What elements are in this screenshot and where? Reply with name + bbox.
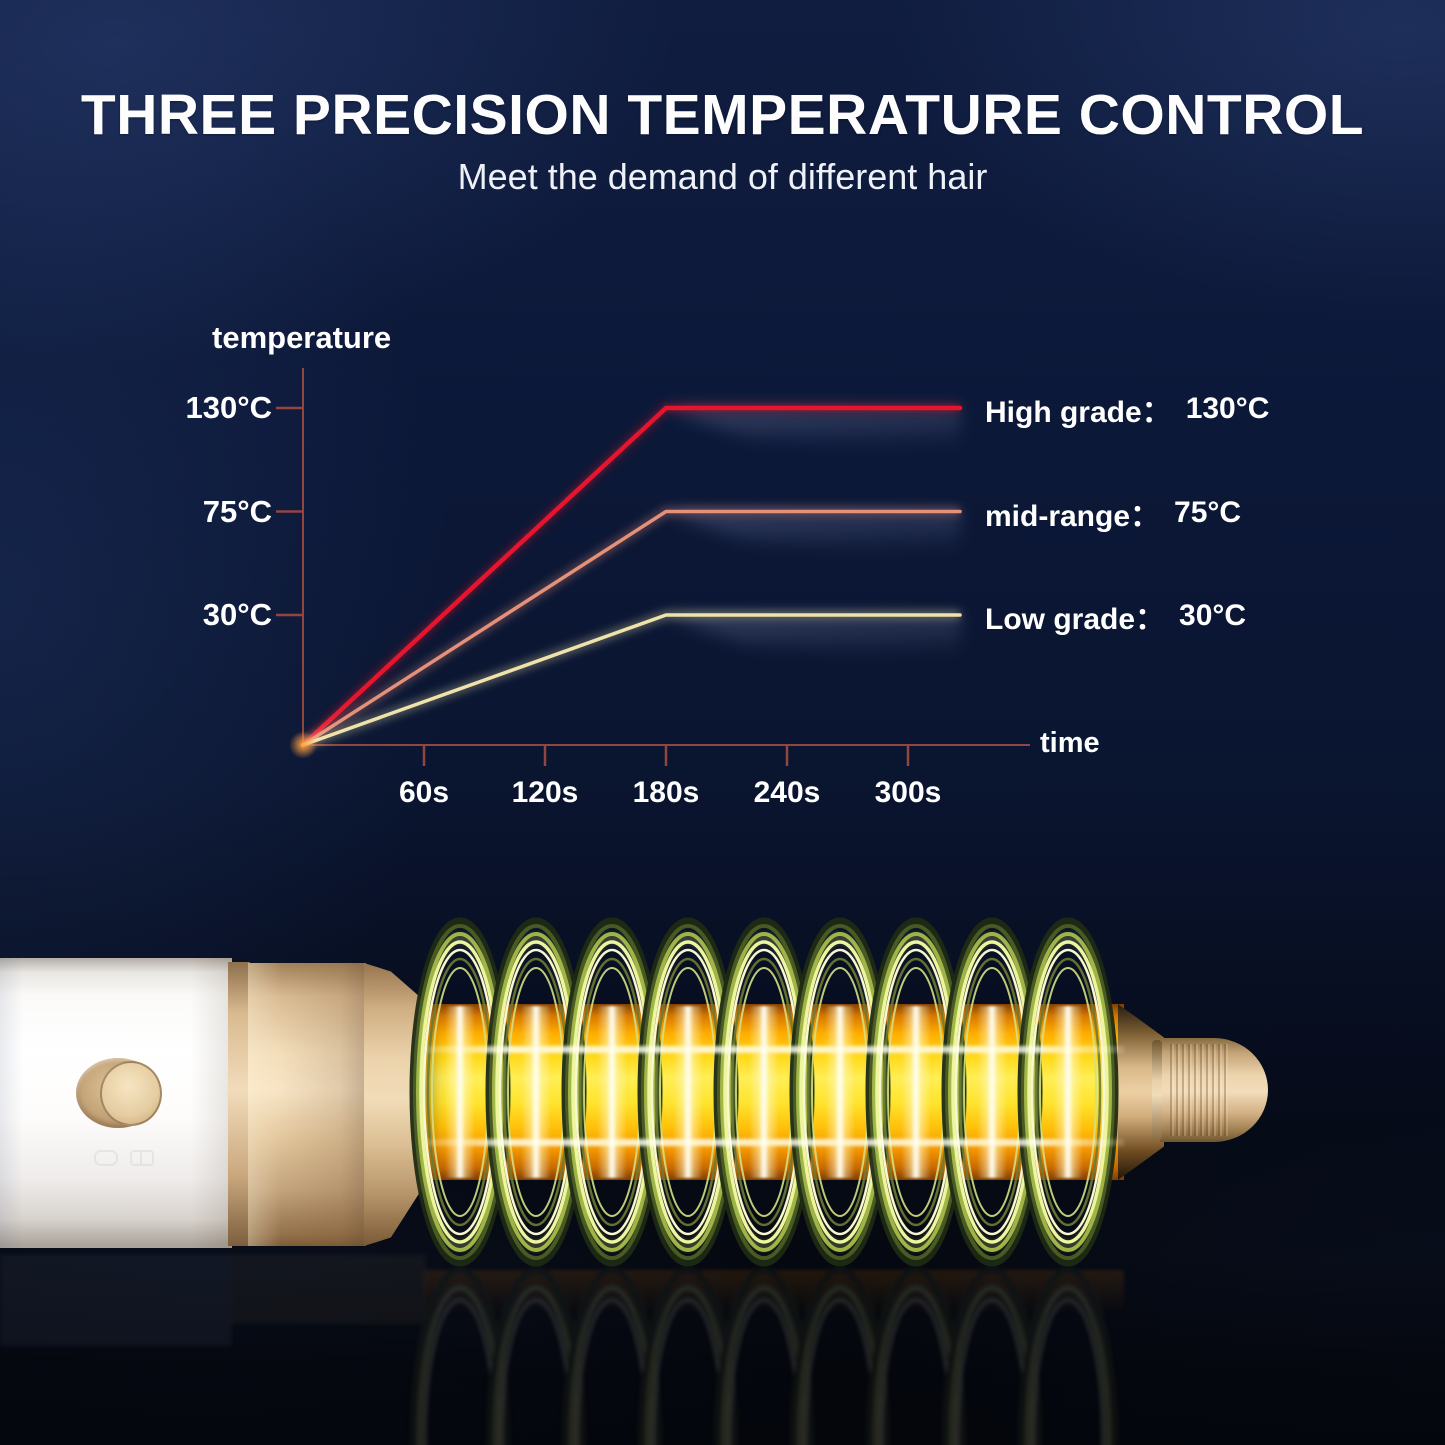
coil-crossing-streak [445, 1006, 475, 1178]
tip-knurl-texture [1170, 1044, 1228, 1136]
x-axis-title: time [1040, 727, 1100, 759]
page-subtitle: Meet the demand of different hair [457, 156, 988, 197]
legend-item: High grade： 130°C [985, 388, 1269, 430]
gold-tip-cap [1160, 1038, 1268, 1142]
power-switch-button [100, 1061, 162, 1126]
x-tick-label: 60s [398, 776, 450, 809]
line-chart [276, 368, 1030, 766]
collar-neck-taper [364, 963, 428, 1246]
handle-marking-icon [130, 1150, 154, 1166]
legend-label: Low grade： [985, 603, 1166, 636]
coil-crossing-streak [597, 1006, 627, 1178]
x-tick-label: 300s [874, 776, 942, 809]
x-tick-label: 240s [753, 776, 821, 809]
coil-crossing-streak [901, 1006, 931, 1178]
coil-crossing-streak [825, 1006, 855, 1178]
handle-marking-icon [94, 1150, 118, 1166]
legend-item: mid-range： 75°C [985, 492, 1241, 534]
coil-crossing-streak [1053, 1006, 1083, 1178]
y-tick-label: 75°C [202, 493, 272, 529]
x-tick-label: 120s [511, 776, 579, 809]
legend-item: Low grade： 30°C [985, 595, 1246, 637]
y-tick-label: 30°C [202, 597, 272, 632]
legend-label: mid-range： [985, 499, 1161, 533]
y-axis-title: temperature [212, 320, 392, 355]
gold-collar [248, 963, 366, 1246]
coil-crossing-streak [749, 1006, 779, 1178]
floor-shadow [0, 1258, 1445, 1445]
legend-value: 30°C [1179, 599, 1247, 632]
coil-crossing-streak [673, 1006, 703, 1178]
legend-label: High grade： [985, 396, 1172, 429]
collar-bevel [228, 962, 250, 1246]
x-tick-label: 180s [632, 776, 700, 809]
page-title: THREE PRECISION TEMPERATURE CONTROL [80, 83, 1365, 147]
tip-ring [1152, 1040, 1162, 1140]
legend-value: 130°C [1185, 392, 1270, 425]
legend-value: 75°C [1174, 495, 1242, 529]
y-tick-label: 130°C [185, 390, 272, 425]
coil-crossing-streak [521, 1006, 551, 1178]
coil-crossing-streak [977, 1006, 1007, 1178]
